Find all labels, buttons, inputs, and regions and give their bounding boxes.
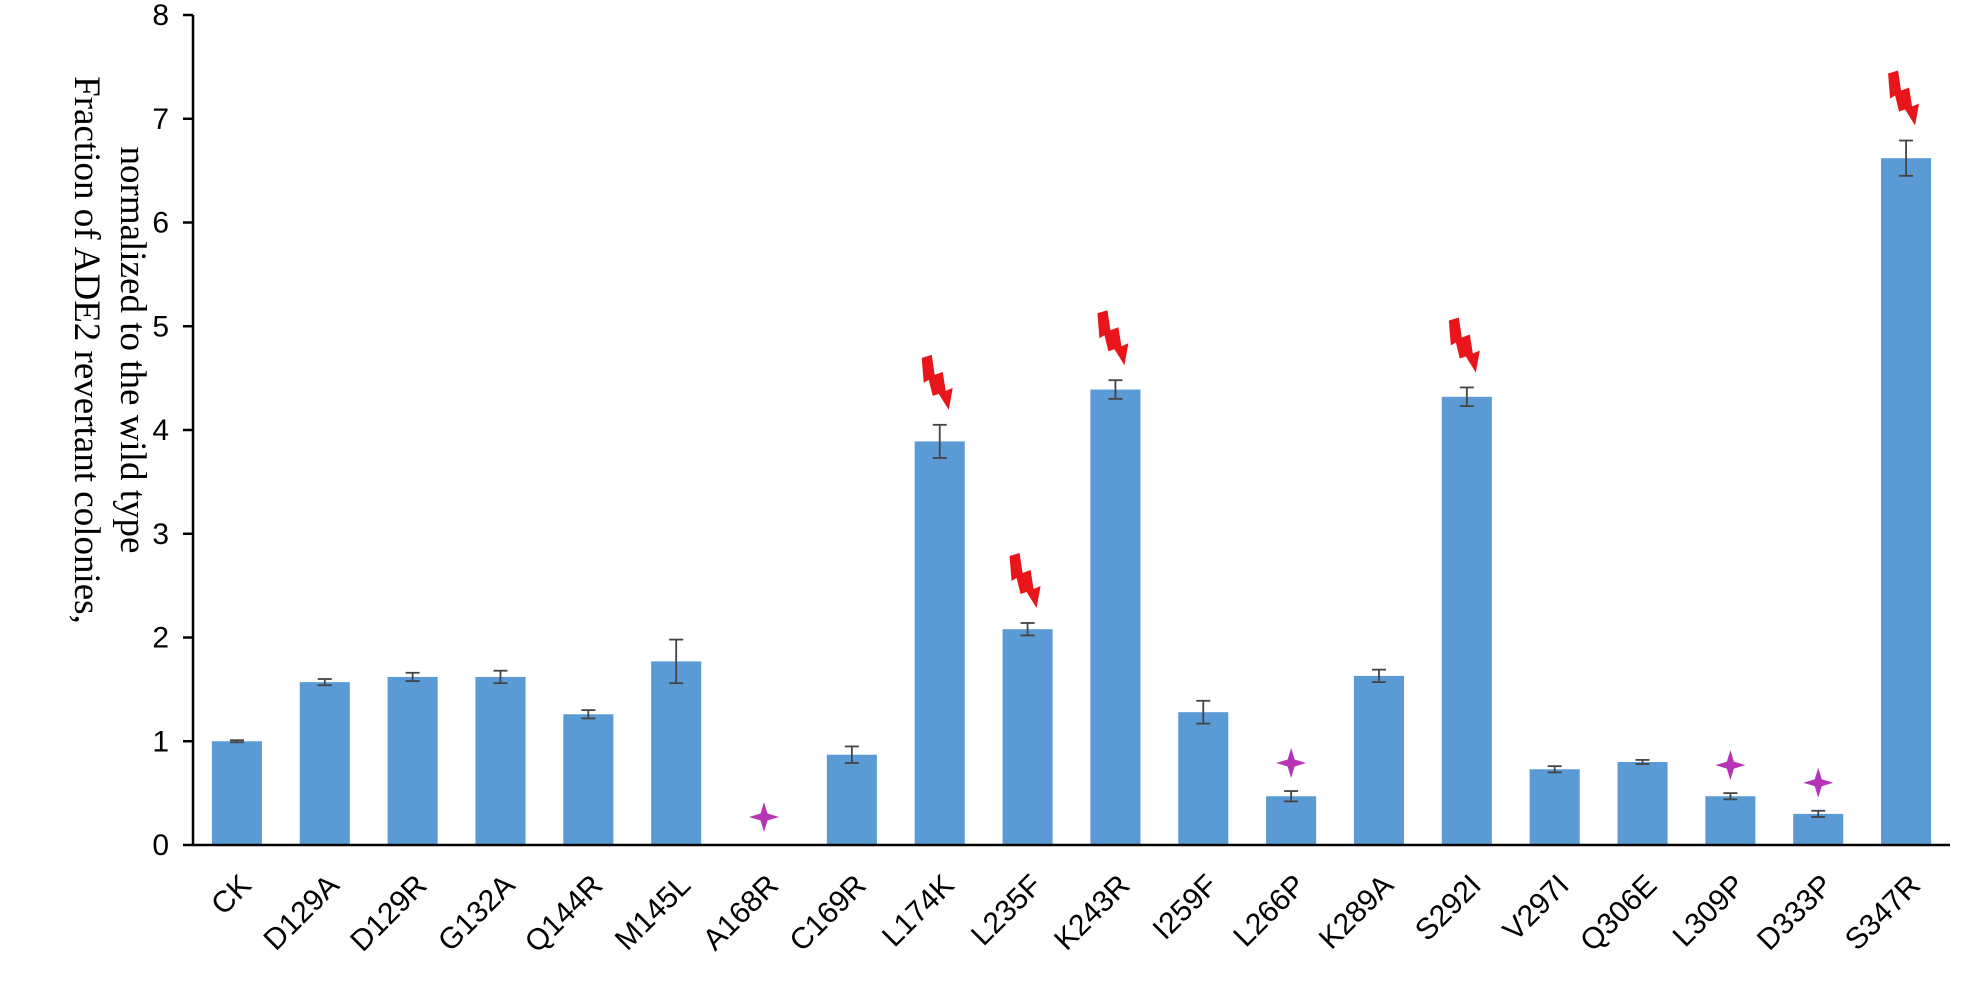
- x-tick-label-D129A: D129A: [258, 869, 346, 957]
- y-tick-label: 6: [152, 207, 169, 240]
- lightning-icon: [1009, 552, 1041, 608]
- star-icon: [749, 802, 780, 832]
- y-tick-label: 3: [152, 518, 169, 551]
- y-tick-label: 4: [152, 414, 169, 447]
- bar-C169R: [826, 754, 877, 845]
- bar-I259F: [1178, 712, 1229, 845]
- x-tick-label-L174K: L174K: [876, 869, 961, 954]
- star-icon: [1276, 748, 1307, 779]
- bar-S347R: [1881, 158, 1932, 846]
- bar-Q144R: [563, 714, 614, 845]
- bar-V297I: [1529, 769, 1580, 845]
- y-axis-title-line: normalized to the wild type: [112, 147, 153, 554]
- x-tick-label-Q306E: Q306E: [1574, 869, 1663, 958]
- lightning-icon: [1097, 310, 1129, 366]
- y-tick-label: 7: [152, 103, 169, 136]
- bar-L266P: [1266, 796, 1317, 845]
- x-tick-label-S292I: S292I: [1409, 869, 1488, 948]
- annotations-group: [749, 70, 1920, 832]
- bar-Q306E: [1617, 762, 1668, 845]
- x-tick-label-D333P: D333P: [1751, 869, 1839, 957]
- x-tick-label-L309P: L309P: [1667, 869, 1752, 954]
- bar-D129R: [387, 676, 438, 845]
- bar-M145L: [651, 661, 702, 845]
- bars-group: [211, 139, 1932, 846]
- x-tick-label-K289A: K289A: [1313, 869, 1400, 956]
- lightning-icon: [1448, 317, 1480, 373]
- lightning-icon: [1888, 70, 1920, 126]
- bar-K243R: [1090, 389, 1141, 845]
- x-tick-label-I259F: I259F: [1147, 869, 1225, 947]
- x-tick-label-D129R: D129R: [344, 869, 433, 958]
- y-axis-title: Fraction of ADE2 revertant colonies, norm…: [66, 76, 153, 624]
- x-tick-label-CK: CK: [205, 869, 258, 922]
- y-tick-label: 5: [152, 310, 169, 343]
- y-tick-label: 1: [152, 725, 169, 758]
- y-axis: 0 1 2 3 4 5 6 7 8: [152, 0, 195, 862]
- x-tick-label-C169R: C169R: [783, 869, 872, 958]
- star-icon: [1803, 767, 1834, 798]
- x-tick-label-S347R: S347R: [1839, 869, 1927, 957]
- y-tick-label: 2: [152, 622, 169, 655]
- y-tick-label: 8: [152, 0, 169, 32]
- bar-CK: [211, 741, 262, 845]
- x-tick-label-L235F: L235F: [965, 869, 1048, 952]
- bar-L309P: [1705, 796, 1756, 845]
- lightning-icon: [921, 354, 953, 410]
- x-tick-label-Q144R: Q144R: [519, 869, 610, 960]
- x-tick-label-M145L: M145L: [609, 869, 697, 957]
- bar-S292I: [1441, 396, 1492, 845]
- bar-D333P: [1793, 813, 1844, 845]
- x-tick-label-A168R: A168R: [697, 869, 785, 957]
- x-tick-label-K243R: K243R: [1048, 869, 1136, 957]
- y-tick-label: 0: [152, 829, 169, 862]
- y-axis-title-line: Fraction of ADE2 revertant colonies,: [66, 76, 107, 624]
- bar-G132A: [475, 676, 526, 845]
- x-tick-label-G132A: G132A: [432, 869, 521, 958]
- x-tick-label-L266P: L266P: [1227, 869, 1312, 954]
- bar-L235F: [1002, 629, 1053, 845]
- bar-K289A: [1353, 675, 1405, 845]
- star-icon: [1715, 750, 1746, 781]
- bar-L174K: [914, 441, 965, 845]
- bar-D129A: [299, 682, 350, 845]
- x-tick-label-V297I: V297I: [1497, 869, 1576, 948]
